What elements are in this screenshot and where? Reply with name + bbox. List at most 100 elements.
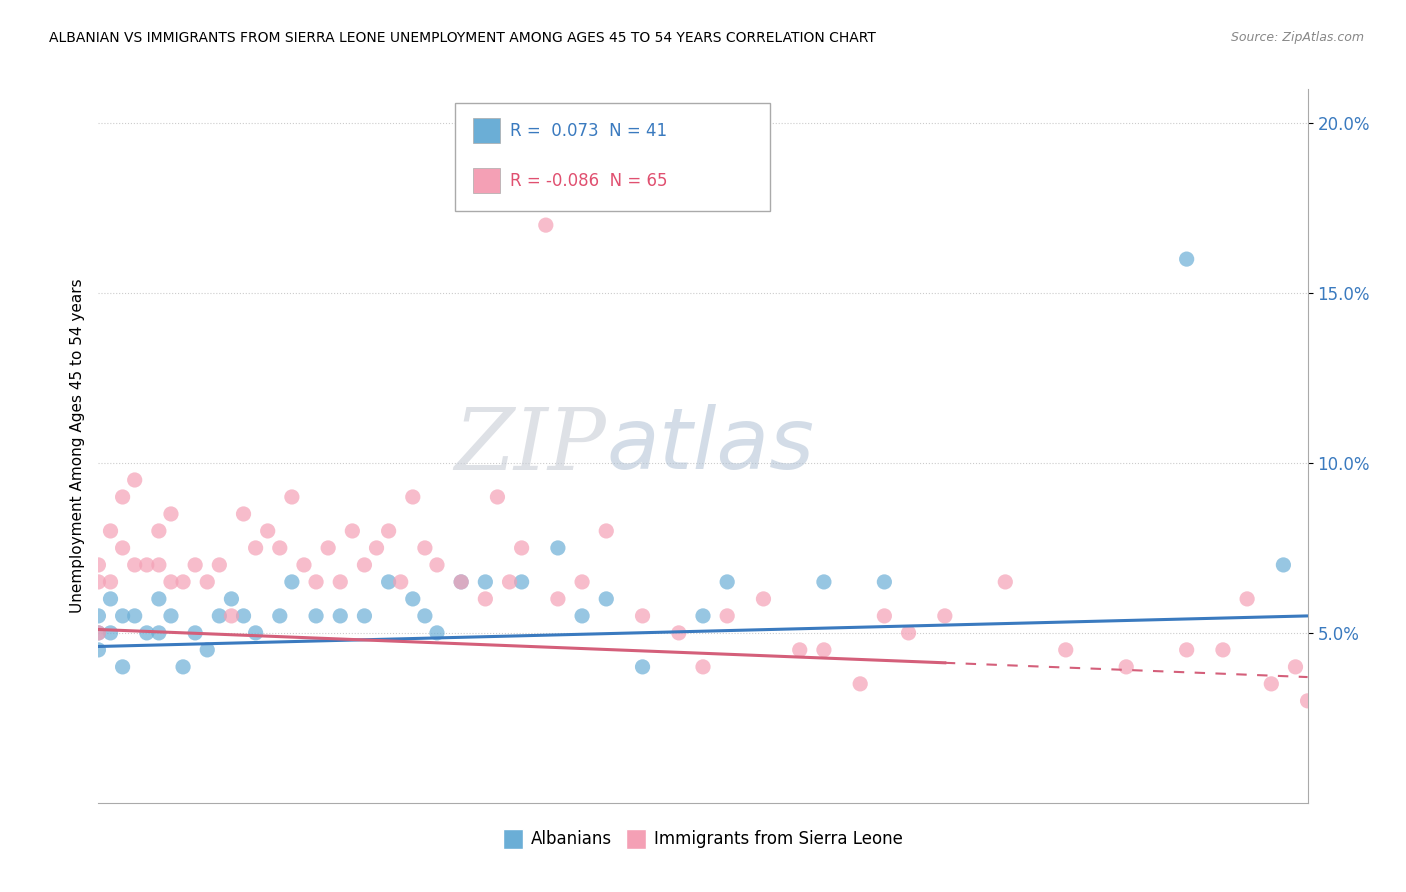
Point (245, 541, 267, 555)
Point (305, 608, 328, 623)
Point (221, 591, 243, 606)
Point (474, 591, 496, 606)
Point (413, 608, 436, 623)
Point (269, 608, 291, 623)
Point (510, 574, 533, 589)
Point (402, 490, 425, 504)
Point (281, 574, 304, 589)
Point (160, 608, 183, 623)
Point (595, 524, 617, 538)
Point (752, 591, 775, 606)
Point (571, 574, 593, 589)
Point (100, 574, 122, 589)
Point (148, 591, 170, 606)
FancyBboxPatch shape (474, 118, 501, 143)
Text: R =  0.073  N = 41: R = 0.073 N = 41 (509, 121, 666, 139)
Point (135, 626, 157, 640)
Point (534, 218, 557, 232)
Point (148, 626, 170, 640)
Text: ZIP: ZIP (454, 405, 606, 487)
Point (329, 574, 352, 589)
Point (87, 626, 110, 640)
Point (111, 608, 134, 623)
Point (1175, 643, 1198, 657)
Point (668, 626, 690, 640)
Point (148, 558, 170, 572)
Point (305, 574, 328, 589)
Point (232, 608, 254, 623)
Point (208, 608, 231, 623)
Point (245, 626, 267, 640)
Point (450, 574, 472, 589)
Text: atlas: atlas (606, 404, 814, 488)
Point (100, 626, 122, 640)
Point (595, 591, 617, 606)
Y-axis label: Unemployment Among Ages 45 to 54 years: Unemployment Among Ages 45 to 54 years (69, 278, 84, 614)
Point (789, 643, 811, 657)
Point (426, 558, 449, 572)
FancyBboxPatch shape (474, 168, 501, 193)
Point (160, 507, 183, 521)
Point (111, 660, 134, 674)
Point (1296, 694, 1319, 708)
Point (813, 643, 835, 657)
Point (292, 558, 315, 572)
Point (353, 558, 375, 572)
Point (135, 558, 157, 572)
FancyBboxPatch shape (456, 103, 769, 211)
Point (269, 541, 291, 555)
Point (631, 660, 654, 674)
Point (1260, 677, 1282, 691)
Point (426, 626, 449, 640)
Point (377, 574, 399, 589)
Point (172, 574, 194, 589)
Point (184, 626, 207, 640)
Text: ALBANIAN VS IMMIGRANTS FROM SIERRA LEONE UNEMPLOYMENT AMONG AGES 45 TO 54 YEARS : ALBANIAN VS IMMIGRANTS FROM SIERRA LEONE… (49, 31, 876, 45)
Point (256, 524, 278, 538)
Point (353, 608, 375, 623)
Point (377, 524, 399, 538)
Point (87, 608, 110, 623)
Point (148, 524, 170, 538)
Point (100, 524, 122, 538)
Point (402, 591, 425, 606)
Point (547, 591, 569, 606)
Point (281, 490, 304, 504)
Point (692, 660, 714, 674)
Point (1175, 252, 1198, 266)
Point (87, 574, 110, 589)
Text: Source: ZipAtlas.com: Source: ZipAtlas.com (1230, 31, 1364, 45)
Point (195, 574, 218, 589)
Point (631, 608, 654, 623)
Legend: Albanians, Immigrants from Sierra Leone: Albanians, Immigrants from Sierra Leone (496, 824, 910, 855)
Point (413, 541, 436, 555)
Point (87, 626, 110, 640)
Point (160, 574, 183, 589)
Point (329, 608, 352, 623)
Point (873, 608, 896, 623)
Point (100, 591, 122, 606)
Point (486, 490, 509, 504)
Point (232, 507, 254, 521)
Point (716, 574, 738, 589)
Point (87, 558, 110, 572)
Point (692, 608, 714, 623)
Point (195, 643, 218, 657)
Point (124, 558, 146, 572)
Point (87, 643, 110, 657)
Point (547, 541, 569, 555)
Point (716, 608, 738, 623)
Point (208, 558, 231, 572)
Point (994, 574, 1017, 589)
Point (184, 558, 207, 572)
Point (1212, 643, 1234, 657)
Point (1115, 660, 1137, 674)
Point (813, 574, 835, 589)
Point (124, 473, 146, 487)
Point (1284, 660, 1306, 674)
Point (342, 524, 364, 538)
Point (474, 574, 496, 589)
Point (221, 608, 243, 623)
Point (498, 574, 520, 589)
Point (124, 608, 146, 623)
